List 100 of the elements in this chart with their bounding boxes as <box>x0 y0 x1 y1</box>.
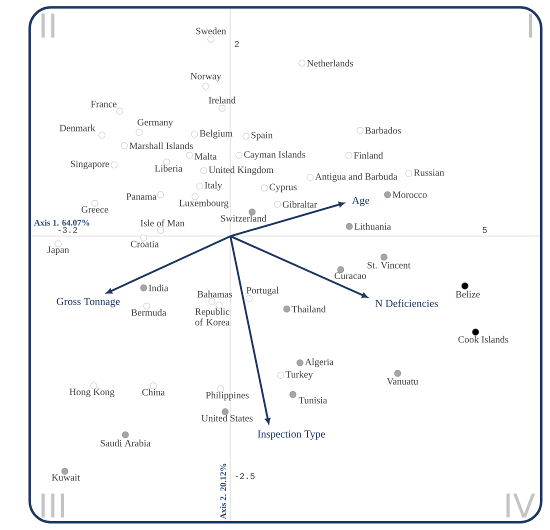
point <box>110 161 118 168</box>
annotation: Belgium <box>200 130 232 138</box>
annotation: Finland <box>354 152 383 159</box>
y-axis-title: Axis 2. 20.12% <box>220 464 226 519</box>
annotation: Croatia <box>130 240 159 248</box>
annotation: III <box>42 494 64 518</box>
point <box>191 130 198 138</box>
x-tick-label: 5 <box>482 227 487 233</box>
point <box>277 372 284 379</box>
point <box>346 222 353 230</box>
annotation: Cayman Islands <box>244 150 306 160</box>
point <box>202 82 210 90</box>
annotation: Singapore <box>70 160 110 170</box>
point <box>200 167 208 174</box>
point <box>90 382 98 390</box>
annotation: Age <box>352 196 370 206</box>
annotation: Liberia <box>154 164 182 172</box>
annotation: Hong Kong <box>70 388 114 398</box>
point <box>296 359 304 366</box>
annotation: Turkey <box>286 370 313 380</box>
annotation: Denmark <box>60 124 96 132</box>
point <box>337 266 344 273</box>
annotation: II <box>42 14 54 38</box>
annotation: Netherlands <box>307 60 354 66</box>
annotation: Saudi Arabia <box>100 440 151 446</box>
point <box>405 170 412 177</box>
annotation: India <box>148 284 168 292</box>
annotation: Gibraltar <box>282 200 318 208</box>
annotation: Malta <box>194 152 217 160</box>
annotation: Belize <box>456 290 480 298</box>
point <box>143 302 150 310</box>
point <box>472 328 480 336</box>
annotation: Bermuda <box>131 308 166 316</box>
point <box>140 284 148 292</box>
point <box>356 126 364 134</box>
annotation: China <box>142 388 165 396</box>
point <box>136 128 143 136</box>
point <box>306 174 314 181</box>
annotation: Thailand <box>292 305 326 312</box>
point <box>380 254 388 261</box>
annotation: Isle of Man <box>140 219 185 226</box>
annotation: Curacao <box>334 272 366 279</box>
annotation: Inspection Type <box>258 430 325 440</box>
point <box>260 184 268 192</box>
point <box>120 142 128 150</box>
annotation: United States <box>201 414 253 422</box>
point <box>242 132 250 140</box>
point <box>122 431 129 438</box>
annotation: Ireland <box>208 96 236 104</box>
annotation: Gross Tonnage <box>56 298 120 308</box>
point <box>235 152 242 159</box>
x-axis-title: Axis 1. 64.07% <box>34 219 90 226</box>
annotation: Russian <box>414 169 444 176</box>
point <box>298 60 306 66</box>
annotation: Portugal <box>246 286 279 296</box>
y-tick-label: 2 <box>234 40 239 47</box>
point <box>196 182 204 190</box>
annotation: Antigua and Barbuda <box>315 172 398 182</box>
annotation: Vanuatu <box>386 378 418 385</box>
annotation: Greece <box>82 206 108 213</box>
annotation: Norway <box>190 72 222 82</box>
annotation: Republic of Korea <box>195 308 230 326</box>
point <box>186 152 193 159</box>
annotation: Italy <box>204 182 222 190</box>
annotation: Tunisia <box>298 396 328 404</box>
point <box>98 132 106 139</box>
point <box>157 226 164 234</box>
annotation: United Kingdom <box>208 166 274 175</box>
annotation: Kuwait <box>52 474 80 481</box>
annotation: Cook Islands <box>458 336 508 343</box>
annotation: Japan <box>47 246 70 255</box>
point <box>384 191 391 198</box>
annotation: Luxembourg <box>179 199 228 208</box>
annotation: Spain <box>251 132 273 140</box>
point <box>394 370 402 377</box>
annotation: France <box>90 100 117 108</box>
annotation: Cyprus <box>270 184 297 192</box>
annotation: Marshall Islands <box>129 142 193 150</box>
point <box>345 152 352 159</box>
annotation: N Deficiencies <box>375 299 438 307</box>
annotation: Switzerland <box>221 214 266 222</box>
annotation: IV <box>506 494 536 518</box>
point <box>289 390 296 398</box>
annotation: Morocco <box>392 191 427 198</box>
point <box>283 305 290 312</box>
point <box>207 36 214 42</box>
annotation: St. Vincent <box>368 262 411 268</box>
x-tick-label: -3.2 <box>58 226 78 233</box>
annotation: Sweden <box>196 27 226 34</box>
point <box>157 191 164 198</box>
annotation: I <box>528 14 532 38</box>
annotation: Philippines <box>206 392 249 400</box>
annotation: Bahamas <box>197 290 232 298</box>
annotation: Barbados <box>365 126 401 134</box>
point <box>116 108 124 115</box>
annotation: Lithuania <box>354 222 391 230</box>
point <box>218 104 226 112</box>
point <box>274 200 282 208</box>
annotation: Panama <box>126 193 157 200</box>
point <box>192 193 199 200</box>
